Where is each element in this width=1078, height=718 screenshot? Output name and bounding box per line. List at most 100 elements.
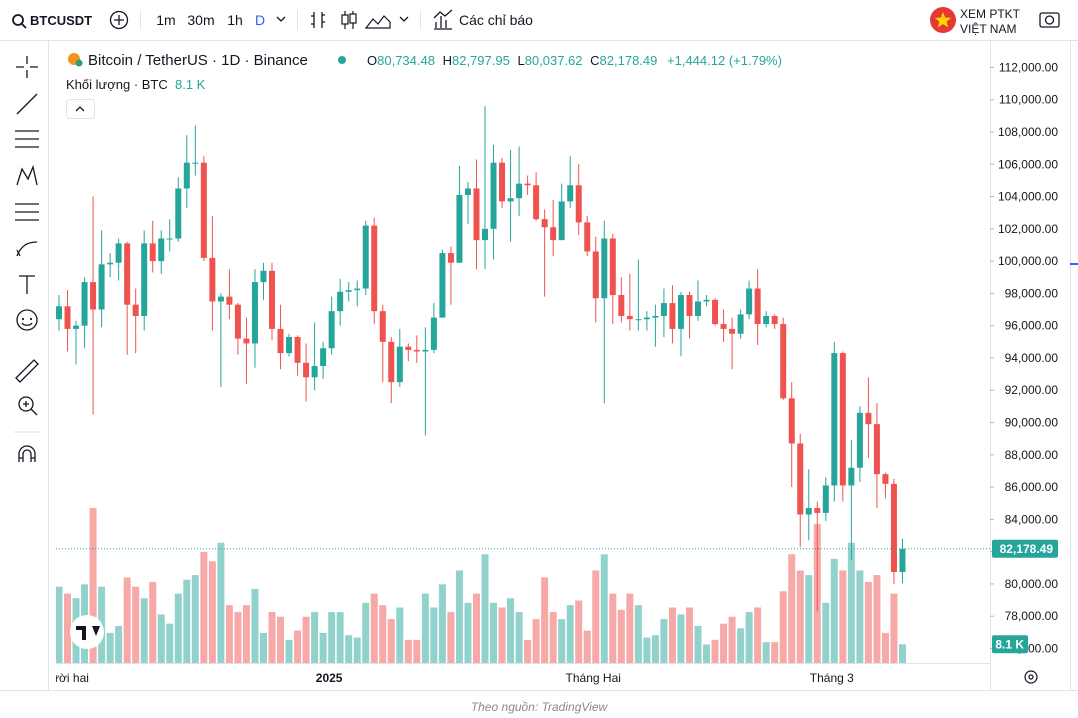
candle-body (865, 412, 872, 425)
candle-body (209, 257, 216, 302)
brush-tool[interactable] (16, 241, 38, 257)
volume-bar (796, 570, 804, 663)
candle-body (788, 398, 795, 444)
fib-tool[interactable] (15, 130, 39, 148)
area-style-icon[interactable] (364, 15, 391, 29)
candle-body (848, 467, 855, 486)
prediction-tool[interactable] (15, 203, 39, 221)
chart-type-dropdown[interactable] (399, 16, 409, 22)
collapse-button[interactable] (66, 99, 95, 119)
candle-body (516, 183, 523, 199)
indicators-button[interactable]: Các chỉ báo (459, 12, 533, 28)
volume-bar (353, 637, 361, 663)
volume-badge-label: 8.1 K (995, 637, 1024, 651)
text-tool[interactable] (19, 275, 35, 294)
candle-body (115, 243, 122, 263)
y-tick-label: 90,000.00 (1005, 416, 1059, 430)
bar-style-icon[interactable] (311, 12, 325, 28)
volume-bar (617, 609, 625, 663)
candle-body (839, 353, 846, 486)
volume-bar (217, 542, 225, 663)
candle-body (754, 288, 761, 325)
volume-bar (472, 593, 480, 663)
volume-bar (737, 628, 745, 663)
search-icon[interactable] (12, 14, 24, 26)
volume-bar (56, 586, 63, 663)
indicators-icon[interactable] (433, 9, 453, 30)
candle-body (81, 282, 88, 326)
y-tick-label: 104,000.00 (998, 190, 1058, 204)
volume-bar (898, 644, 906, 663)
volume-bar (711, 639, 719, 663)
symbol-logo (75, 59, 83, 67)
y-tick-label: 94,000.00 (1005, 351, 1059, 365)
crosshair-tool[interactable] (16, 56, 38, 78)
volume-bar (651, 635, 659, 663)
axis-settings[interactable] (1024, 670, 1038, 684)
candle-body (592, 251, 599, 299)
promo-text[interactable]: VIỆT NAM (960, 21, 1016, 36)
candle-body (303, 362, 310, 378)
candle-body (669, 303, 676, 329)
volume-bar (873, 575, 881, 663)
volume-bar (830, 558, 838, 663)
y-tick-label: 112,000.00 (999, 60, 1058, 74)
volume-bar (541, 577, 549, 663)
volume-bar (703, 644, 711, 663)
volume-bar (515, 612, 523, 663)
zoom-tool[interactable] (18, 396, 34, 412)
candle-body (311, 366, 318, 378)
volume-bar (592, 570, 600, 663)
legend-value: 82,178.49 (600, 53, 658, 68)
symbol[interactable]: BTCUSDT (30, 13, 92, 28)
volume-bar (268, 612, 276, 663)
volume-bar (174, 593, 182, 663)
measure-tool[interactable] (15, 359, 39, 383)
y-tick-label: 110,000.00 (999, 93, 1058, 107)
candle-body (388, 341, 395, 383)
volume-bar (311, 612, 319, 663)
candle-body (90, 282, 97, 310)
candle-body (251, 282, 258, 344)
candle-body (737, 314, 744, 334)
compare-button[interactable] (109, 10, 129, 30)
interval[interactable]: 1h (227, 12, 243, 28)
volume-bar (566, 605, 574, 663)
interval[interactable]: 1m (156, 12, 175, 28)
chart-title: Bitcoin / TetherUS · 1D · Binance (88, 52, 308, 69)
legend-label: L (517, 53, 524, 68)
candle-body (328, 311, 335, 349)
y-tick-label: 98,000.00 (1005, 286, 1059, 300)
candle-body (635, 319, 642, 321)
trendline-tool[interactable] (16, 93, 38, 115)
snapshot-button[interactable] (1039, 12, 1060, 28)
magnet-tool[interactable] (18, 445, 36, 462)
interval[interactable]: 30m (187, 12, 214, 28)
candle-body (107, 262, 114, 265)
candle-body (294, 336, 301, 363)
volume-bar (336, 612, 344, 663)
interval-dropdown[interactable] (276, 16, 286, 22)
candle-body (149, 243, 156, 262)
candle-body (200, 162, 207, 258)
candle-body (507, 198, 514, 202)
candle-body (166, 238, 173, 240)
candle-body (618, 295, 625, 316)
volume-bar (609, 593, 617, 663)
time-axis: Mười hai 2025 Tháng Hai Tháng 3 (56, 671, 854, 685)
volume-bar (242, 605, 250, 663)
volume-bar (294, 630, 302, 663)
x-tick-label: 2025 (316, 671, 343, 685)
volume-bar (481, 554, 489, 663)
last-price-label: 82,178.49 (1000, 542, 1054, 556)
icon-tool[interactable] (16, 309, 38, 331)
volume-bar (660, 619, 668, 663)
interval-active[interactable]: D (255, 12, 265, 28)
candle-body (73, 325, 80, 329)
tv-logo[interactable] (70, 615, 104, 649)
volume-bar (728, 616, 736, 663)
pattern-tool[interactable] (16, 164, 38, 186)
promo-text[interactable]: XEM PTKT (960, 7, 1021, 21)
candle-body (729, 328, 736, 334)
